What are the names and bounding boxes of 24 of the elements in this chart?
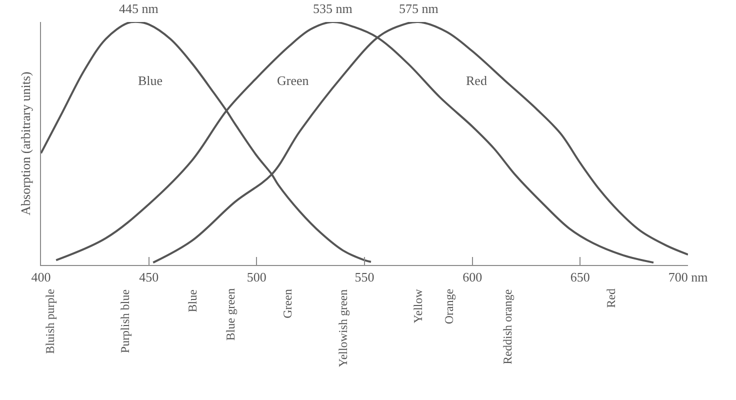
series-label: Red	[466, 73, 488, 88]
annotation: 445 nm	[119, 1, 158, 16]
x-tick-label: 600	[462, 270, 482, 285]
text: Purplish blue	[118, 289, 132, 354]
x-tick-label: 550	[354, 270, 374, 285]
text: Yellowish green	[336, 289, 350, 368]
y-axis-title: Absorption (arbitrary units)	[18, 72, 33, 216]
x-tick-label: 400	[31, 270, 51, 285]
x-tick-label: 700 nm	[668, 270, 708, 285]
text: Reddish orange	[500, 289, 514, 364]
annotation: 575 nm	[399, 1, 438, 16]
text: Bluish purple	[42, 288, 57, 354]
annotation: 535 nm	[313, 1, 352, 16]
series-label: Green	[277, 73, 310, 88]
text: Blue	[185, 290, 200, 312]
text: Blue	[138, 73, 163, 88]
text: Red	[604, 288, 618, 308]
text: Orange	[442, 288, 456, 324]
x-tick-label: 450	[139, 270, 159, 285]
text: Green	[280, 289, 294, 318]
x-tick-label: 650	[570, 270, 590, 285]
x-tick-label: 500	[246, 270, 266, 285]
text: Blue green	[224, 288, 238, 341]
text: Yellow	[411, 288, 426, 324]
